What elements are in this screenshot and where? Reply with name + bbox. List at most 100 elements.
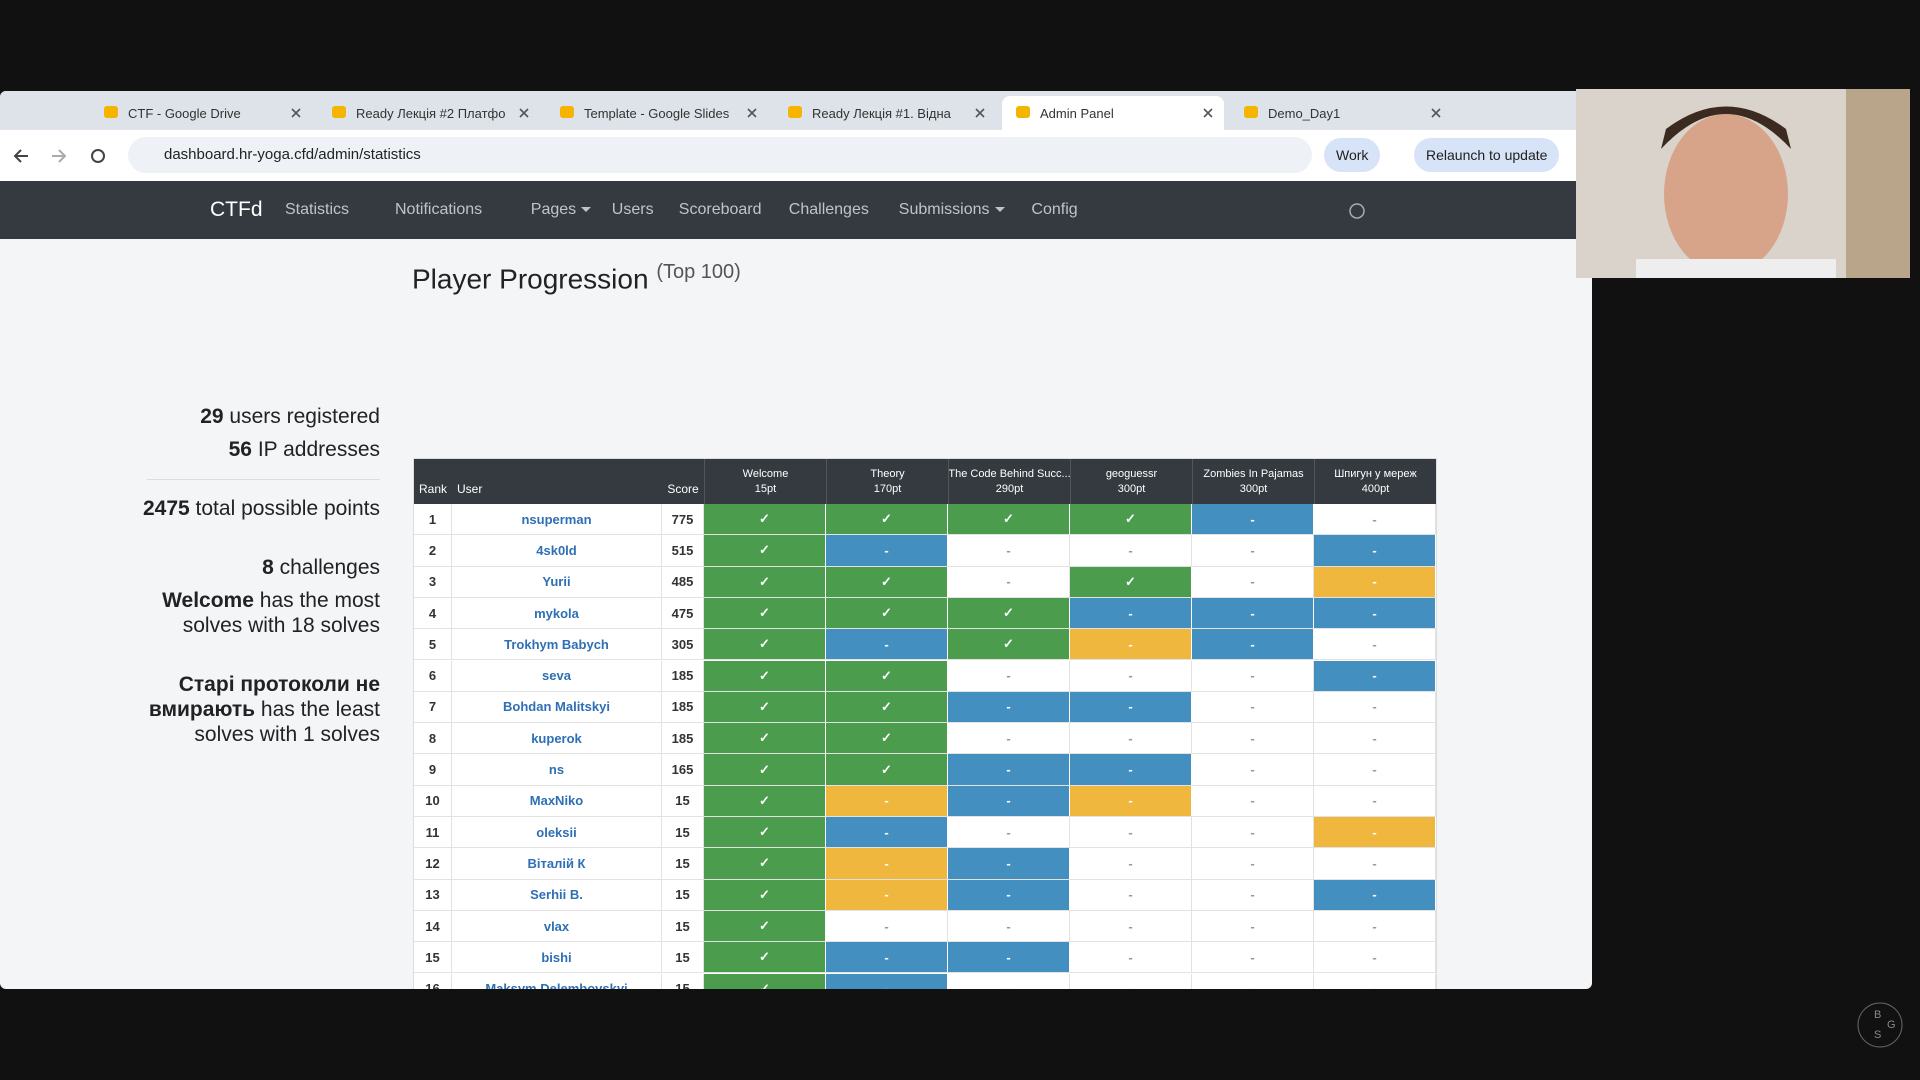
score-cell: 165: [662, 754, 704, 785]
close-icon[interactable]: [974, 107, 986, 119]
user-link[interactable]: Віталій К: [452, 848, 662, 879]
brand[interactable]: CTFd: [210, 198, 263, 221]
title: Player Progression: [412, 263, 649, 295]
stat-label: users registered: [229, 405, 380, 428]
table-row: 1 nsuperman 775 ✓ ✓ ✓ ✓ - -: [414, 504, 1436, 536]
close-icon[interactable]: [1430, 107, 1442, 119]
progress-cell: ✓: [704, 597, 826, 629]
progress-cell: -: [1070, 910, 1192, 942]
toolbar: dashboard.hr-yoga.cfd/admin/statistics W…: [0, 130, 1592, 181]
score-cell: 305: [662, 629, 704, 660]
table-row: 3 Yurii 485 ✓ ✓ - ✓ - -: [414, 566, 1436, 598]
table-row: 8 kuperok 185 ✓ ✓ - - - -: [414, 723, 1436, 755]
close-icon[interactable]: [290, 107, 302, 119]
progress-cell: -: [1070, 597, 1192, 629]
nav-link[interactable]: Config: [1031, 201, 1078, 218]
nav-buttons[interactable]: [12, 144, 112, 168]
progress-cell: -: [948, 942, 1070, 973]
nav-link[interactable]: Pages: [531, 181, 592, 239]
challenge-points: 400pt: [1361, 482, 1390, 495]
score-cell: 185: [662, 660, 704, 691]
progress-cell: -: [1192, 910, 1314, 942]
stat: 29 users registered: [140, 404, 380, 429]
stat: Welcome has the most solves with 18 solv…: [140, 588, 380, 638]
progress-cell: -: [1192, 723, 1314, 754]
watermark: BGS: [1857, 1002, 1903, 1048]
stat-label: has the most solves with 18 solves: [182, 589, 380, 637]
profile-button[interactable]: Work: [1324, 138, 1381, 172]
challenge-header[interactable]: The Code Behind Succ... 290pt: [948, 459, 1070, 504]
user-link[interactable]: 4sk0ld: [452, 535, 662, 566]
challenge-header[interactable]: Шпигун у мереж 400pt: [1314, 459, 1436, 504]
table-row: 13 Serhii B. 15 ✓ - - - - -: [414, 879, 1436, 911]
progress-cell: -: [1314, 817, 1436, 848]
progress-cell: ✓: [704, 660, 826, 691]
user-link[interactable]: oleksii: [452, 817, 662, 848]
help-icon[interactable]: [1348, 202, 1366, 220]
nav-link[interactable]: Statistics: [285, 201, 350, 218]
user-link[interactable]: ns: [452, 754, 662, 785]
subtitle: (Top 100): [656, 261, 741, 283]
user-link[interactable]: bishi: [452, 942, 662, 973]
tab[interactable]: CTF - Google Drive: [90, 96, 312, 130]
nav-link[interactable]: Notifications: [395, 201, 483, 218]
progress-cell: ✓: [704, 817, 826, 848]
stat: 8 challenges: [140, 555, 380, 580]
tab[interactable]: Template - Google Slides: [546, 96, 768, 130]
table-row: 6 seva 185 ✓ ✓ - - - -: [414, 660, 1436, 692]
user-link[interactable]: mykola: [452, 597, 662, 629]
progress-cell: ✓: [704, 691, 826, 723]
user-link[interactable]: seva: [452, 660, 662, 691]
challenge-header[interactable]: geoguessr 300pt: [1070, 459, 1192, 504]
user-link[interactable]: Serhii B.: [452, 879, 662, 910]
score-cell: 185: [662, 691, 704, 723]
tab-icon: [104, 106, 118, 118]
user-link[interactable]: MaxNiko: [452, 785, 662, 816]
tab[interactable]: Demo_Day1: [1230, 96, 1452, 130]
user-link[interactable]: nsuperman: [452, 504, 662, 535]
progress-cell: ✓: [826, 597, 948, 629]
progress-cell: -: [948, 785, 1070, 816]
score-cell: 15: [662, 910, 704, 942]
address-bar[interactable]: dashboard.hr-yoga.cfd/admin/statistics: [128, 137, 1312, 173]
progress-cell: ✓: [1070, 504, 1192, 535]
challenge-header[interactable]: Zombies In Pajamas 300pt: [1192, 459, 1314, 504]
nav-link[interactable]: Scoreboard: [678, 201, 762, 218]
nav-link[interactable]: Submissions: [899, 181, 1006, 239]
score-cell: 15: [662, 942, 704, 973]
rank-cell: 1: [414, 504, 452, 535]
nav-link[interactable]: Challenges: [788, 201, 869, 218]
nav-link[interactable]: Users: [611, 201, 654, 218]
progress-cell: -: [1192, 566, 1314, 597]
watermark-letter: S: [1874, 1029, 1881, 1041]
user-link[interactable]: Yurii: [452, 566, 662, 597]
progress-cell: -: [1192, 785, 1314, 816]
rank-cell: 3: [414, 566, 452, 597]
user-link[interactable]: Trokhym Babych: [452, 629, 662, 660]
progress-cell: -: [948, 691, 1070, 723]
challenge-header[interactable]: Welcome 15pt: [704, 459, 826, 504]
tab[interactable]: Admin Panel: [1002, 96, 1224, 130]
close-icon[interactable]: [746, 107, 758, 119]
update-button[interactable]: Relaunch to update: [1414, 138, 1560, 172]
progress-cell: -: [1070, 942, 1192, 973]
challenge-points: 300pt: [1117, 482, 1146, 495]
user-link[interactable]: Maksym Delembovskyi: [452, 973, 662, 989]
tab[interactable]: Ready Лекція #1. Відна: [774, 96, 996, 130]
challenge-header[interactable]: Theory 170pt: [826, 459, 948, 504]
progress-cell: -: [1070, 723, 1192, 754]
score-cell: 185: [662, 723, 704, 754]
user-link[interactable]: Bohdan Malitskyi: [452, 691, 662, 723]
progress-cell: -: [826, 848, 948, 879]
progress-cell: -: [1314, 660, 1436, 691]
score-cell: 475: [662, 597, 704, 629]
stat-value: 2475: [142, 497, 190, 520]
close-icon[interactable]: [518, 107, 530, 119]
table-row: 15 bishi 15 ✓ - - - - -: [414, 942, 1436, 974]
close-icon[interactable]: [1202, 107, 1214, 119]
user-link[interactable]: kuperok: [452, 723, 662, 754]
user-link[interactable]: vlax: [452, 910, 662, 942]
progress-cell: -: [948, 660, 1070, 691]
table-row: 16 Maksym Delembovskyi 15 ✓ - - - - -: [414, 973, 1436, 989]
tab[interactable]: Ready Лекція #2 Платфо: [318, 96, 540, 130]
